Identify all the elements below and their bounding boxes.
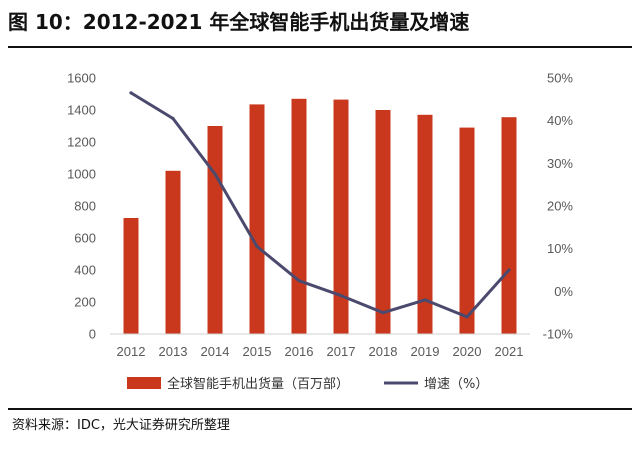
bar-2021	[501, 117, 517, 334]
left-tick-label: 200	[74, 295, 96, 310]
left-axis: 0 200 400 600 800 1000 1200 1400 1600	[67, 71, 96, 342]
growth-point-2020	[465, 315, 469, 319]
right-tick-label: 20%	[547, 199, 573, 214]
x-tick-label: 2016	[285, 344, 314, 359]
bar-2013	[165, 170, 181, 334]
right-axis: -10% 0% 10% 20% 30% 40% 50%	[543, 71, 574, 342]
growth-point-2013	[171, 116, 175, 121]
right-tick-label: -10%	[543, 327, 574, 342]
left-tick-label: 1600	[67, 71, 96, 86]
bar-2015	[249, 104, 265, 335]
legend-label-bar: 全球智能手机出货量（百万部）	[167, 376, 349, 392]
bar-2016	[291, 98, 307, 334]
x-tick-label: 2021	[495, 344, 524, 359]
growth-point-2019	[423, 298, 427, 302]
growth-point-2021	[507, 268, 511, 272]
right-tick-label: 30%	[547, 156, 573, 171]
line-series	[129, 91, 511, 319]
growth-point-2016	[297, 279, 301, 283]
source-note: 资料来源：IDC，光大证券研究所整理	[12, 418, 230, 433]
x-tick-label: 2012	[117, 344, 146, 359]
x-tick-label: 2020	[453, 344, 482, 359]
x-tick-label: 2014	[201, 344, 230, 359]
legend: 全球智能手机出货量（百万部） 增速（%）	[127, 376, 488, 392]
x-axis: 2012 2013 2014 2015 2016 2017 2018 2019 2020 2021	[117, 344, 524, 359]
growth-point-2017	[339, 294, 343, 298]
bar-series	[123, 98, 517, 335]
left-tick-label: 800	[74, 199, 96, 214]
left-tick-label: 0	[89, 327, 96, 342]
bar-2020	[459, 127, 475, 334]
figure-title: 图 10：2012-2021 年全球智能手机出货量及增速	[8, 10, 470, 34]
x-tick-label: 2017	[327, 344, 356, 359]
growth-point-2018	[381, 311, 385, 315]
growth-point-2012	[129, 91, 133, 95]
chart: 0 200 400 600 800 1000 1200 1400 1600 -10% 0% 10% 2…	[67, 71, 574, 393]
right-tick-label: 10%	[547, 241, 573, 256]
x-tick-label: 2013	[159, 344, 188, 359]
bar-2017	[333, 99, 349, 334]
bar-2019	[417, 114, 433, 334]
left-tick-label: 400	[74, 263, 96, 278]
bar-2014	[207, 126, 223, 334]
title-rule	[8, 46, 632, 48]
x-tick-label: 2015	[243, 344, 272, 359]
right-tick-label: 0%	[554, 284, 573, 299]
x-tick-label: 2019	[411, 344, 440, 359]
source-rule	[8, 408, 632, 410]
legend-swatch-bar	[127, 377, 161, 389]
legend-label-line: 增速（%）	[424, 377, 488, 392]
x-tick-label: 2018	[369, 344, 398, 359]
right-tick-label: 40%	[547, 113, 573, 128]
left-tick-label: 1000	[67, 167, 96, 182]
left-tick-label: 1400	[67, 103, 96, 118]
bar-2018	[375, 110, 391, 334]
growth-line	[129, 91, 511, 319]
growth-point-2015	[255, 244, 259, 249]
left-tick-label: 1200	[67, 135, 96, 150]
left-tick-label: 600	[74, 231, 96, 246]
growth-point-2014	[213, 172, 217, 176]
bar-2012	[123, 218, 139, 334]
right-tick-label: 50%	[547, 71, 573, 86]
